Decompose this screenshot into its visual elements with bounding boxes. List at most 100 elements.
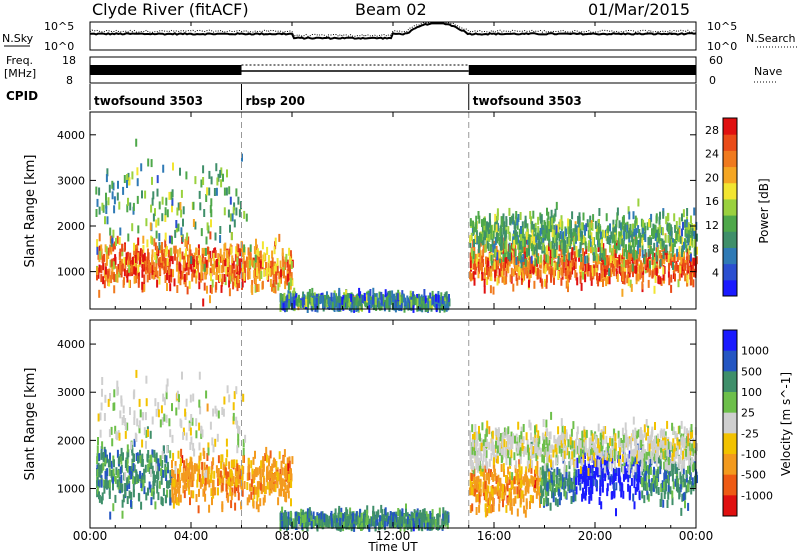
power-point-468 <box>160 254 163 263</box>
power-point-388 <box>225 266 228 275</box>
velocity-point-797 <box>191 417 194 426</box>
velocity-point-69 <box>115 467 118 476</box>
power-point-2732 <box>589 215 592 224</box>
power-point-632 <box>282 264 285 273</box>
velocity-point-703 <box>121 417 124 426</box>
velocity-point-480 <box>187 463 190 471</box>
power-point-1345 <box>346 300 349 309</box>
power-point-1962 <box>497 257 500 266</box>
power-point-3004 <box>524 215 527 224</box>
power-point-2355 <box>627 206 630 215</box>
velocity-point-1311 <box>349 511 352 520</box>
power-point-1526 <box>473 277 476 286</box>
velocity-point-248 <box>124 460 127 468</box>
velocity-point-1399 <box>425 520 427 529</box>
power-point-2205 <box>486 267 488 276</box>
power-point-2336 <box>537 216 540 225</box>
power-point-2871 <box>577 227 580 236</box>
power-point-1525 <box>514 241 517 250</box>
power-point-2167 <box>525 236 528 245</box>
velocity-point-1646 <box>470 473 473 481</box>
power-point-769 <box>194 221 197 230</box>
velocity-point-220 <box>122 494 125 503</box>
power-point-2365 <box>520 260 523 269</box>
power-point-2763 <box>681 245 684 254</box>
velocity-point-1322 <box>439 517 442 526</box>
power-point-2170 <box>524 251 527 260</box>
velocity-point-740 <box>193 448 196 457</box>
power-point-1559 <box>641 281 644 290</box>
velocity-point-635 <box>252 500 255 509</box>
velocity-point-677 <box>192 490 195 499</box>
power-point-1733 <box>533 280 536 289</box>
velocity-point-1608 <box>524 474 527 483</box>
velocity-point-125 <box>106 468 109 477</box>
power-point-3064 <box>597 226 600 235</box>
power-point-315 <box>135 275 138 284</box>
power-point-1294 <box>422 300 425 309</box>
velocity-point-690 <box>271 473 274 482</box>
power-point-3060 <box>507 226 510 235</box>
power-point-671 <box>273 246 276 255</box>
velocity-point-856 <box>244 434 247 443</box>
velocity-point-157 <box>136 474 139 482</box>
velocity-point-646 <box>268 458 270 467</box>
velocity-point-333 <box>234 502 237 511</box>
velocity-point-825 <box>168 418 171 427</box>
cpid-label: CPID <box>6 89 38 103</box>
power-point-497 <box>141 249 144 258</box>
power-point-1397 <box>296 298 299 307</box>
power-point-1911 <box>661 258 663 266</box>
velocity-point-803 <box>134 432 137 441</box>
power-point-438 <box>111 271 114 280</box>
power-point-1734 <box>654 267 657 276</box>
power-point-3065 <box>588 222 591 231</box>
power-point-1909 <box>521 266 524 274</box>
power-point-2702 <box>526 236 529 245</box>
power-point-2190 <box>528 261 531 270</box>
velocity-point-806 <box>228 394 231 403</box>
power-point-2092 <box>582 248 584 256</box>
power-point-2065 <box>494 269 497 278</box>
velocity-point-618 <box>280 481 283 490</box>
velocity-point-536 <box>230 470 233 479</box>
power-point-2131 <box>572 258 575 266</box>
power-point-1414 <box>424 304 427 313</box>
velocity-point-801 <box>188 423 191 432</box>
power-point-2873 <box>667 254 670 263</box>
velocity-point-555 <box>225 483 228 492</box>
power-point-1379 <box>307 297 309 306</box>
power-point-2253 <box>602 279 604 287</box>
velocity-point-621 <box>173 479 176 488</box>
power-point-2988 <box>495 224 498 233</box>
power-point-2546 <box>693 224 696 232</box>
velocity-point-1765 <box>564 490 567 499</box>
power-point-754 <box>222 173 224 182</box>
power-point-2693 <box>672 238 674 247</box>
velocity-point-490 <box>237 485 240 493</box>
power-point-2385 <box>546 207 548 216</box>
power-point-221 <box>229 270 232 279</box>
power-point-426 <box>226 259 229 267</box>
power-point-395 <box>161 247 164 256</box>
velocity-point-219 <box>121 510 124 519</box>
power-point-741 <box>145 218 148 227</box>
velocity-point-1809 <box>558 468 561 477</box>
velocity-point-411 <box>171 460 173 468</box>
power-point-373 <box>156 245 158 254</box>
velocity-point-1633 <box>471 487 474 496</box>
power-point-2034 <box>494 259 497 268</box>
power-point-2963 <box>653 242 656 251</box>
power-point-1380 <box>339 296 342 305</box>
power-point-1632 <box>642 274 645 283</box>
power-point-816 <box>106 216 109 225</box>
velocity-point-84 <box>156 485 159 494</box>
power-point-564 <box>258 272 261 281</box>
velocity-point-1376 <box>324 513 327 522</box>
velocity-point-1277 <box>373 518 376 527</box>
velocity-point-1236 <box>421 512 424 521</box>
power-point-2242 <box>513 257 516 266</box>
power-point-1398 <box>334 298 337 307</box>
power-point-722 <box>95 209 98 217</box>
velocity-point-534 <box>217 455 220 464</box>
